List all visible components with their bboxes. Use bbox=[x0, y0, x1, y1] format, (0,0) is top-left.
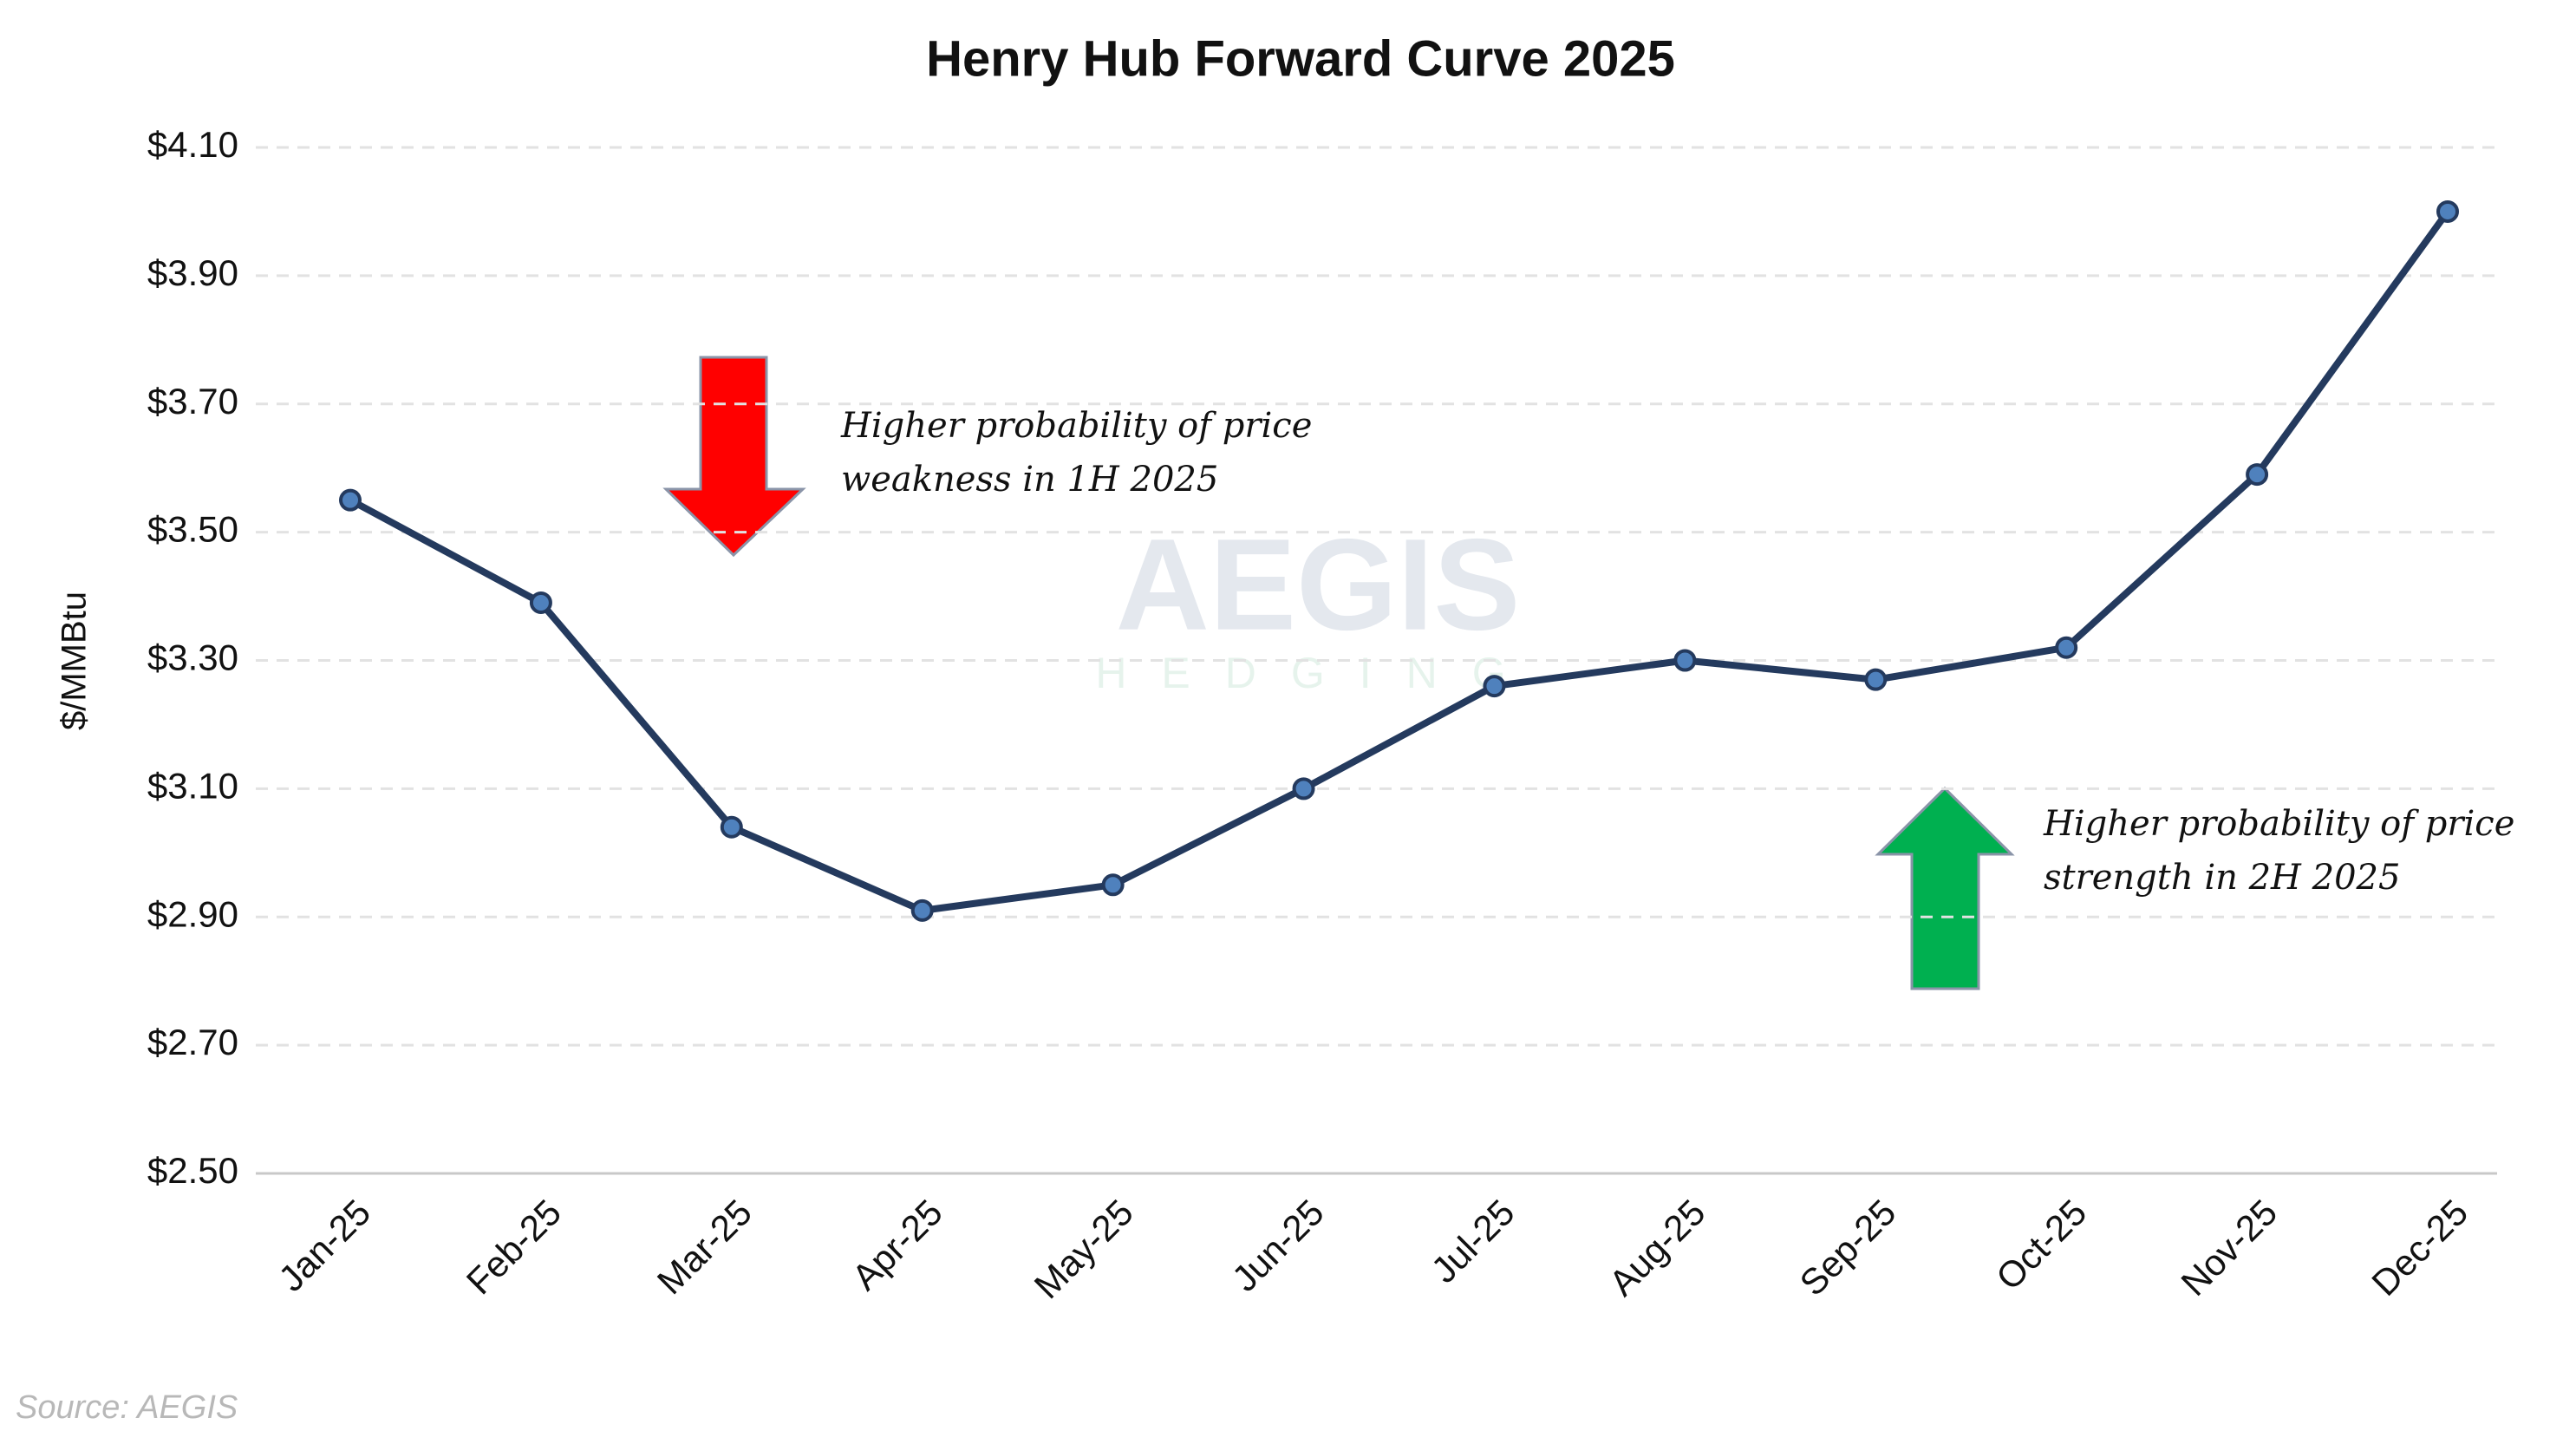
point bbox=[2246, 463, 2269, 487]
x-tick-label: Feb-25 bbox=[459, 1192, 569, 1302]
point bbox=[339, 488, 362, 512]
x-tick-label: Oct-25 bbox=[1988, 1192, 2094, 1297]
x-tick-label: Nov-25 bbox=[2173, 1192, 2285, 1304]
annotation: weakness in 1H 2025 bbox=[841, 460, 1218, 500]
point bbox=[2055, 636, 2078, 659]
x-tick-label: Jan-25 bbox=[271, 1192, 378, 1299]
point bbox=[2436, 199, 2459, 223]
line bbox=[349, 209, 2451, 914]
up-arrow bbox=[1875, 786, 2015, 990]
y-tick-label: $3.10 bbox=[147, 765, 238, 806]
y-tick-label: $4.10 bbox=[147, 124, 238, 165]
y-tick-label: $3.30 bbox=[147, 637, 238, 678]
x-tick-label: Jul-25 bbox=[1424, 1192, 1523, 1291]
point bbox=[1483, 675, 1506, 698]
down-arrow bbox=[662, 356, 806, 558]
y-tick-label: $2.90 bbox=[147, 893, 238, 934]
annotation: strength in 2H 2025 bbox=[2044, 858, 2400, 898]
chart-title: Henry Hub Forward Curve 2025 bbox=[926, 30, 1675, 87]
annotation: Higher probability of price bbox=[2043, 804, 2514, 844]
x-tick-label: Mar-25 bbox=[649, 1192, 760, 1302]
x-tick-label: May-25 bbox=[1027, 1192, 1141, 1306]
annotation: Higher probability of price bbox=[840, 406, 1312, 446]
point bbox=[1864, 668, 1888, 691]
y-tick-label: $3.90 bbox=[147, 252, 238, 293]
y-tick-label: $3.70 bbox=[147, 381, 238, 421]
x-tick-label: Apr-25 bbox=[845, 1192, 950, 1297]
y-tick-label: $2.70 bbox=[147, 1022, 238, 1062]
point bbox=[529, 591, 552, 614]
point bbox=[1101, 873, 1125, 897]
watermark-tagline: HEDGING bbox=[1095, 649, 1540, 697]
point bbox=[720, 815, 743, 839]
x-tick-label: Aug-25 bbox=[1601, 1192, 1713, 1304]
y-tick-label: $2.50 bbox=[147, 1150, 238, 1191]
source: Source: AEGIS bbox=[16, 1389, 238, 1426]
point bbox=[1292, 777, 1315, 800]
point bbox=[1673, 649, 1697, 672]
y-tick-label: $3.50 bbox=[147, 509, 238, 550]
watermark: AEGIS bbox=[1116, 512, 1521, 657]
x-tick-label: Sep-25 bbox=[1791, 1192, 1903, 1304]
point bbox=[910, 898, 934, 922]
x-tick-label: Dec-25 bbox=[2364, 1192, 2475, 1304]
y-axis-label: $/MMBtu bbox=[55, 591, 94, 730]
x-tick-label: Jun-25 bbox=[1224, 1192, 1332, 1299]
